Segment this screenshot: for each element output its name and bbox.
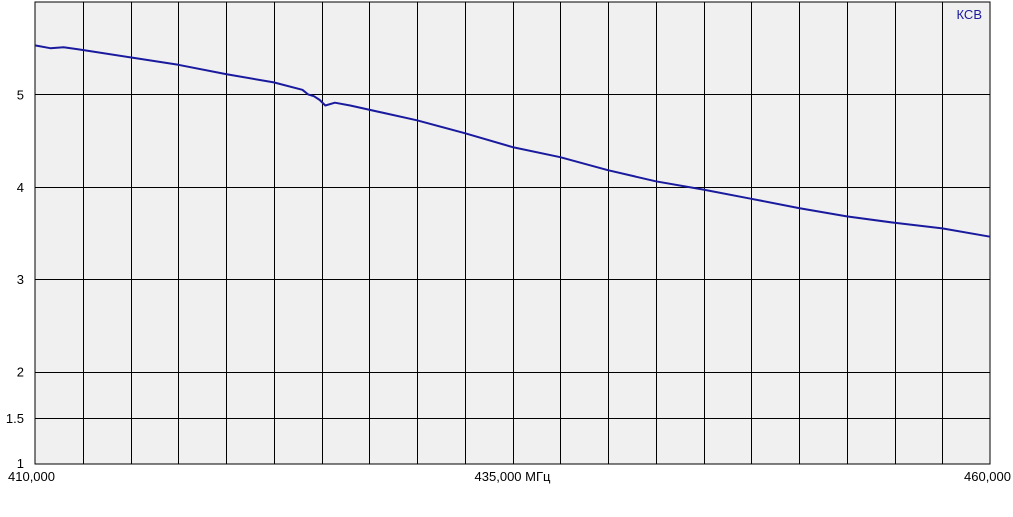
x-tick-label: 410,000 xyxy=(8,469,55,484)
x-tick-label: 435,000 МГц xyxy=(475,469,551,484)
y-tick-label: 5 xyxy=(17,87,24,102)
y-tick-label: 3 xyxy=(17,272,24,287)
y-tick-label: 4 xyxy=(17,180,24,195)
y-tick-label: 1.5 xyxy=(6,411,24,426)
vswr-series-line xyxy=(34,44,991,238)
y-tick-label: 2 xyxy=(17,365,24,380)
y-axis-label: КСВ xyxy=(957,7,983,22)
x-tick-label: 460,000 xyxy=(964,469,1011,484)
plot-area xyxy=(34,1,991,465)
y-tick-label: 1 xyxy=(17,456,24,471)
